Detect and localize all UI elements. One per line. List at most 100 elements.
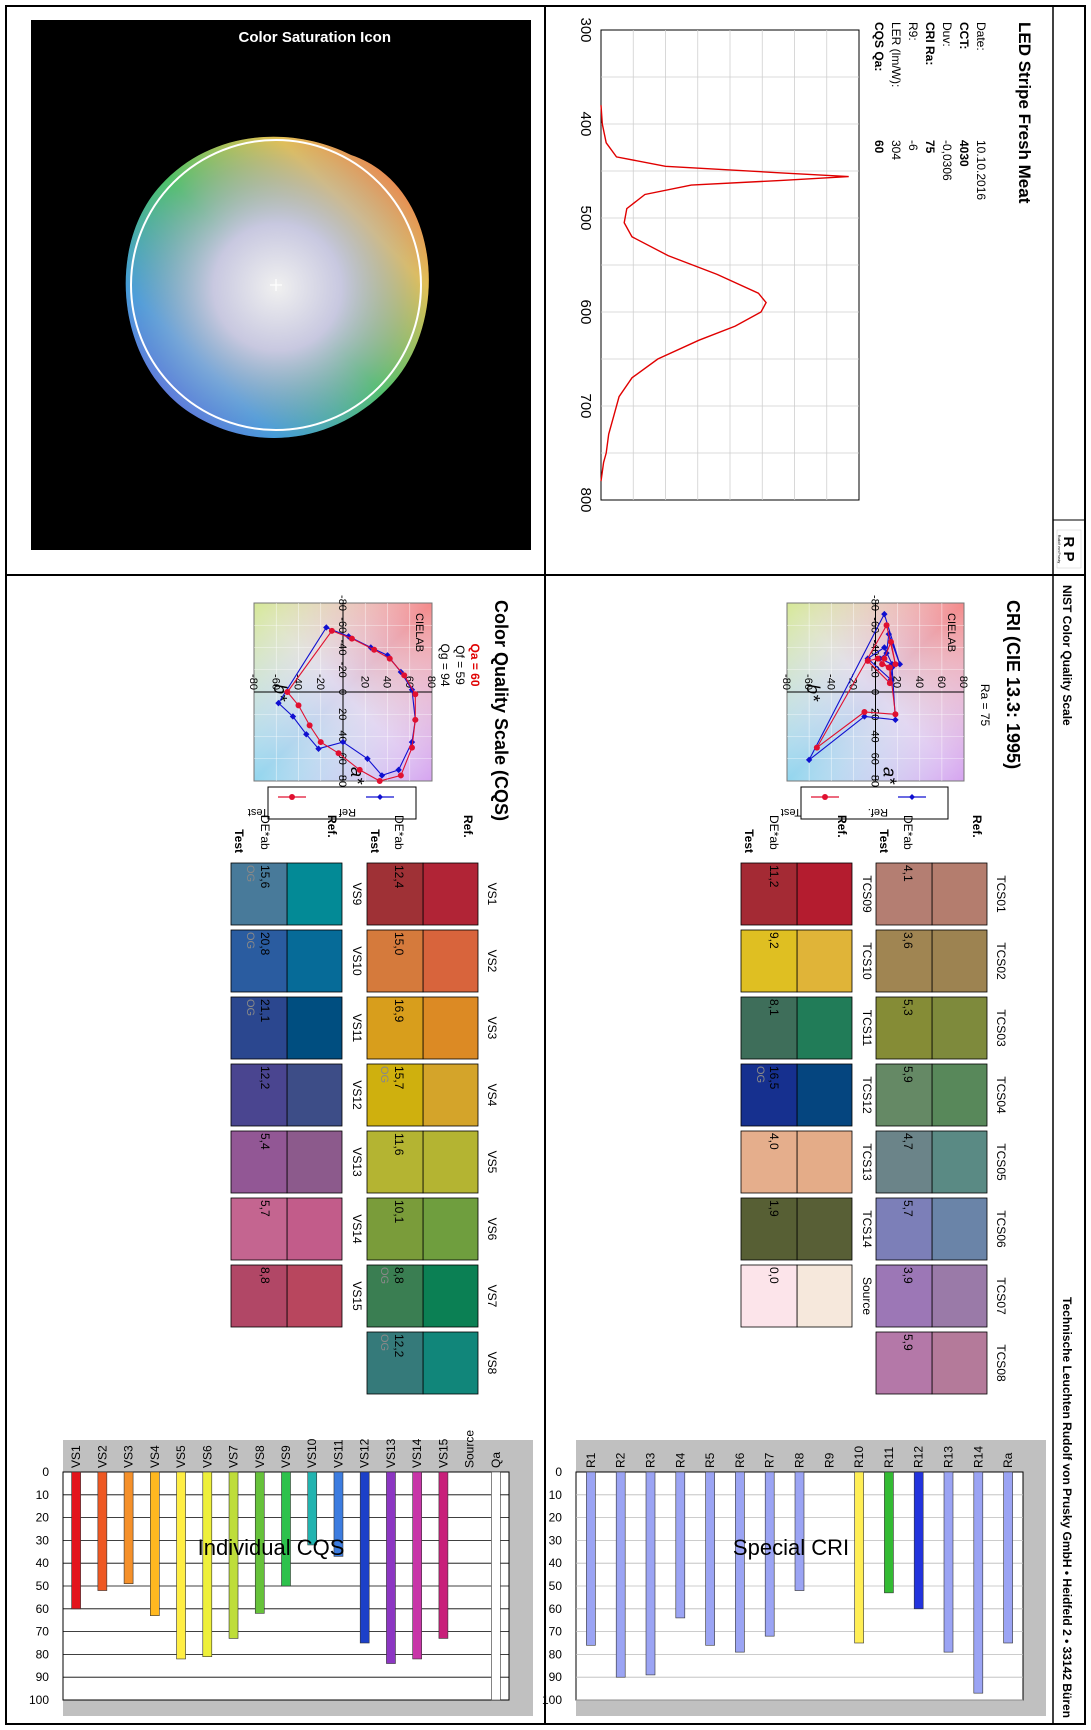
swatch-og-flag: OG bbox=[378, 1267, 390, 1284]
cielab-point-test bbox=[408, 744, 415, 751]
swatch-name: VS10 bbox=[350, 946, 364, 976]
bar-category-label: R10 bbox=[852, 1446, 866, 1468]
bar-chart-tick: 40 bbox=[36, 1556, 50, 1570]
swatch-name: VS7 bbox=[485, 1285, 499, 1308]
cri-ra-value: Ra = 75 bbox=[978, 684, 992, 727]
cielab-point-test bbox=[371, 646, 378, 653]
swatch-ref bbox=[931, 862, 988, 926]
bar-category-label: VS3 bbox=[122, 1445, 136, 1468]
bar-category-label: Qa bbox=[489, 1452, 503, 1468]
cielab-point-ref bbox=[303, 731, 310, 738]
cielab-point-ref bbox=[275, 699, 282, 707]
swatch-de-value: 1,9 bbox=[767, 1200, 781, 1217]
swatch-ref bbox=[422, 996, 479, 1060]
cielab-y-tick: 40 bbox=[381, 676, 393, 688]
swatch-test-label: Test bbox=[742, 829, 756, 853]
legend-label: Ref. bbox=[868, 806, 888, 818]
swatch-de-value: 5,9 bbox=[901, 1066, 915, 1083]
bar-chart-tick: 80 bbox=[36, 1647, 50, 1661]
cielab-y-tick: -80 bbox=[247, 674, 259, 690]
bar bbox=[913, 1471, 924, 1610]
cielab-point-test bbox=[306, 722, 313, 729]
swatch-name: TCS10 bbox=[860, 942, 874, 980]
swatch-name: TCS08 bbox=[994, 1344, 1008, 1382]
cielab-legend: Ref Test bbox=[248, 786, 417, 820]
cielab-point-ref bbox=[896, 660, 904, 668]
bar-chart-tick: 30 bbox=[549, 1533, 563, 1547]
bar bbox=[764, 1471, 775, 1637]
swatch-ref bbox=[422, 1197, 479, 1261]
bar bbox=[254, 1471, 265, 1614]
cielab-x-tick: 40 bbox=[336, 730, 348, 742]
cqs-title: Color Quality Scale (CQS) bbox=[491, 600, 511, 821]
bar-chart-tick: 10 bbox=[549, 1488, 563, 1502]
swatch-ref bbox=[796, 929, 853, 993]
swatch-test bbox=[875, 1331, 933, 1395]
legend-swatch-marker bbox=[909, 794, 915, 800]
bar bbox=[228, 1471, 239, 1639]
swatch-de-value: 8,1 bbox=[767, 999, 781, 1016]
cielab-x-tick: -20 bbox=[869, 662, 881, 678]
cielab-point-test bbox=[328, 627, 335, 634]
swatch-name: VS11 bbox=[350, 1014, 364, 1043]
swatch-name: TCS02 bbox=[994, 942, 1008, 980]
bar-category-label: VS13 bbox=[384, 1438, 398, 1468]
swatch-name: VS15 bbox=[350, 1281, 364, 1311]
swatch-ref bbox=[422, 929, 479, 993]
swatch-ref bbox=[422, 1130, 479, 1194]
cielab-point-ref bbox=[364, 755, 371, 762]
bar bbox=[705, 1471, 715, 1646]
swatch-test bbox=[366, 1331, 424, 1395]
cielab-x-tick: 80 bbox=[869, 775, 881, 787]
bar-chart-tick: 60 bbox=[549, 1602, 563, 1616]
cielab-point-test bbox=[295, 702, 302, 709]
cielab-x-tick: -80 bbox=[336, 595, 348, 611]
swatch-test-label: Test bbox=[877, 829, 891, 853]
swatch-ref bbox=[796, 1264, 853, 1328]
swatch-ref-label: Ref. bbox=[835, 815, 849, 838]
cielab-x-tick: 20 bbox=[336, 708, 348, 720]
bar-category-label: R6 bbox=[733, 1452, 747, 1468]
swatch-test bbox=[230, 929, 288, 993]
cielab-y-tick: -40 bbox=[824, 674, 836, 690]
logo-box bbox=[1056, 529, 1082, 569]
swatch-ref bbox=[931, 1331, 988, 1395]
logo-text: R P bbox=[1060, 536, 1077, 561]
swatch-de-value: 3,9 bbox=[901, 1267, 915, 1284]
bar-category-label: VS2 bbox=[95, 1445, 109, 1468]
cielab-x-tick: -60 bbox=[336, 617, 348, 633]
bar-category-label: R8 bbox=[793, 1452, 807, 1468]
company-address: Technische Leuchten Rudolf von Prusky Gm… bbox=[1060, 1297, 1074, 1718]
swatch-name: TCS04 bbox=[994, 1076, 1008, 1114]
swatch-test bbox=[230, 1264, 288, 1328]
swatch-ref bbox=[286, 1063, 343, 1127]
cielab-y-tick: -20 bbox=[846, 674, 858, 690]
spec-label: Duv: bbox=[940, 22, 954, 47]
cielab-x-tick: -20 bbox=[336, 662, 348, 678]
swatch-de-value: 9,2 bbox=[767, 932, 781, 949]
bar-category-label: VS11 bbox=[331, 1439, 345, 1468]
bar-chart-tick: 100 bbox=[542, 1693, 562, 1707]
bar-chart-title: Individual CQS bbox=[198, 1535, 345, 1560]
bar-category-label: R1 bbox=[584, 1452, 598, 1468]
swatch-name: TCS03 bbox=[994, 1009, 1008, 1047]
bar bbox=[202, 1471, 213, 1657]
cielab-point-test bbox=[348, 635, 355, 642]
cielab-point-test bbox=[879, 661, 886, 668]
cielab-x-tick: 0 bbox=[336, 689, 348, 695]
swatch-og-flag: OG bbox=[378, 1066, 390, 1083]
bar-chart-tick: 100 bbox=[29, 1693, 49, 1707]
cri-swatches-row2: Ref. Test DE*ab TCS09 11,2 TCS10 9,2 TCS11 8,1 TC… bbox=[740, 815, 874, 1328]
cqs-qf-value: Qf = 59 bbox=[453, 645, 467, 685]
cielab-series-line bbox=[808, 613, 901, 761]
cri-title: CRI (CIE 13.3: 1995) bbox=[1003, 600, 1023, 769]
spec-value: -0,0306 bbox=[940, 140, 954, 181]
swatch-ref bbox=[422, 1063, 479, 1127]
cielab-x-tick: 80 bbox=[336, 775, 348, 787]
spectrum-x-tick: 800 bbox=[577, 487, 594, 512]
spec-label: LER (lm/W): bbox=[889, 22, 903, 87]
bar-chart-tick: 80 bbox=[549, 1647, 563, 1661]
swatch-name: TCS06 bbox=[994, 1210, 1008, 1248]
